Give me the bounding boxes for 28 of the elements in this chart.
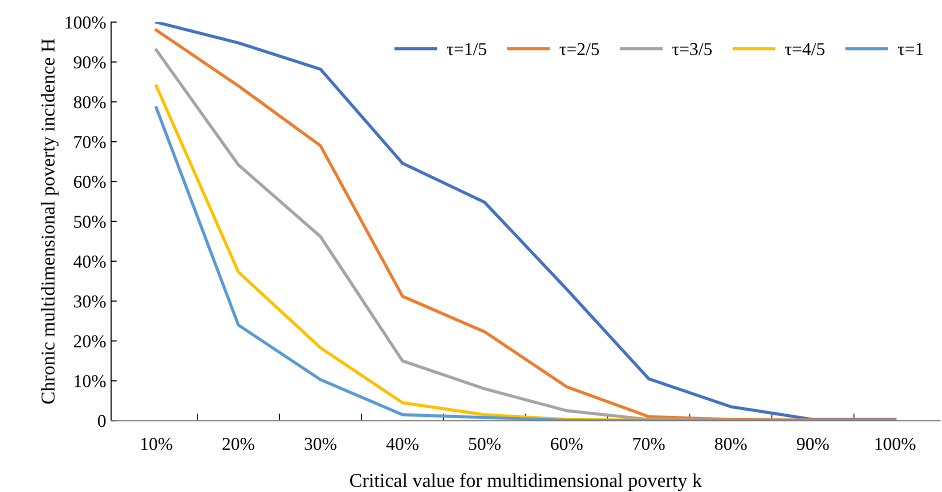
legend-label: τ=2/5 [560, 43, 600, 56]
y-tick-label: 100% [66, 16, 106, 29]
y-tick-label: 0 [98, 414, 106, 428]
y-tick-label: 90% [74, 56, 106, 68]
y-tick-label: 80% [74, 96, 106, 108]
y-tick-label: 50% [74, 216, 106, 228]
x-tick-label: 30% [304, 438, 336, 450]
legend-label: τ=3/5 [672, 43, 712, 56]
legend-label: τ=4/5 [785, 43, 824, 56]
x-tick-label: 50% [469, 438, 501, 450]
y-tick-label: 30% [74, 295, 106, 308]
x-tick-label: 20% [222, 438, 254, 450]
y-axis-title: Chronic multidimensional poverty incidence H [40, 38, 59, 404]
y-tick-label: 40% [74, 256, 106, 268]
legend-label: τ=1/5 [446, 43, 486, 56]
x-axis-title: Critical value for multidimensional poverty k [350, 473, 702, 492]
y-tick-label: 70% [74, 136, 106, 148]
x-tick-label: 90% [796, 438, 829, 450]
x-tick-label: 40% [386, 438, 418, 450]
x-tick-label: 100% [876, 438, 916, 450]
legend-label: τ=1 [898, 43, 923, 56]
x-tick-label: 70% [633, 438, 665, 450]
x-tick-label: 10% [141, 438, 172, 450]
x-tick-label: 60% [550, 438, 583, 450]
y-tick-label: 10% [74, 375, 106, 388]
y-tick-label: 20% [74, 335, 106, 348]
y-tick-label: 60% [74, 176, 106, 188]
x-tick-label: 80% [714, 438, 747, 450]
